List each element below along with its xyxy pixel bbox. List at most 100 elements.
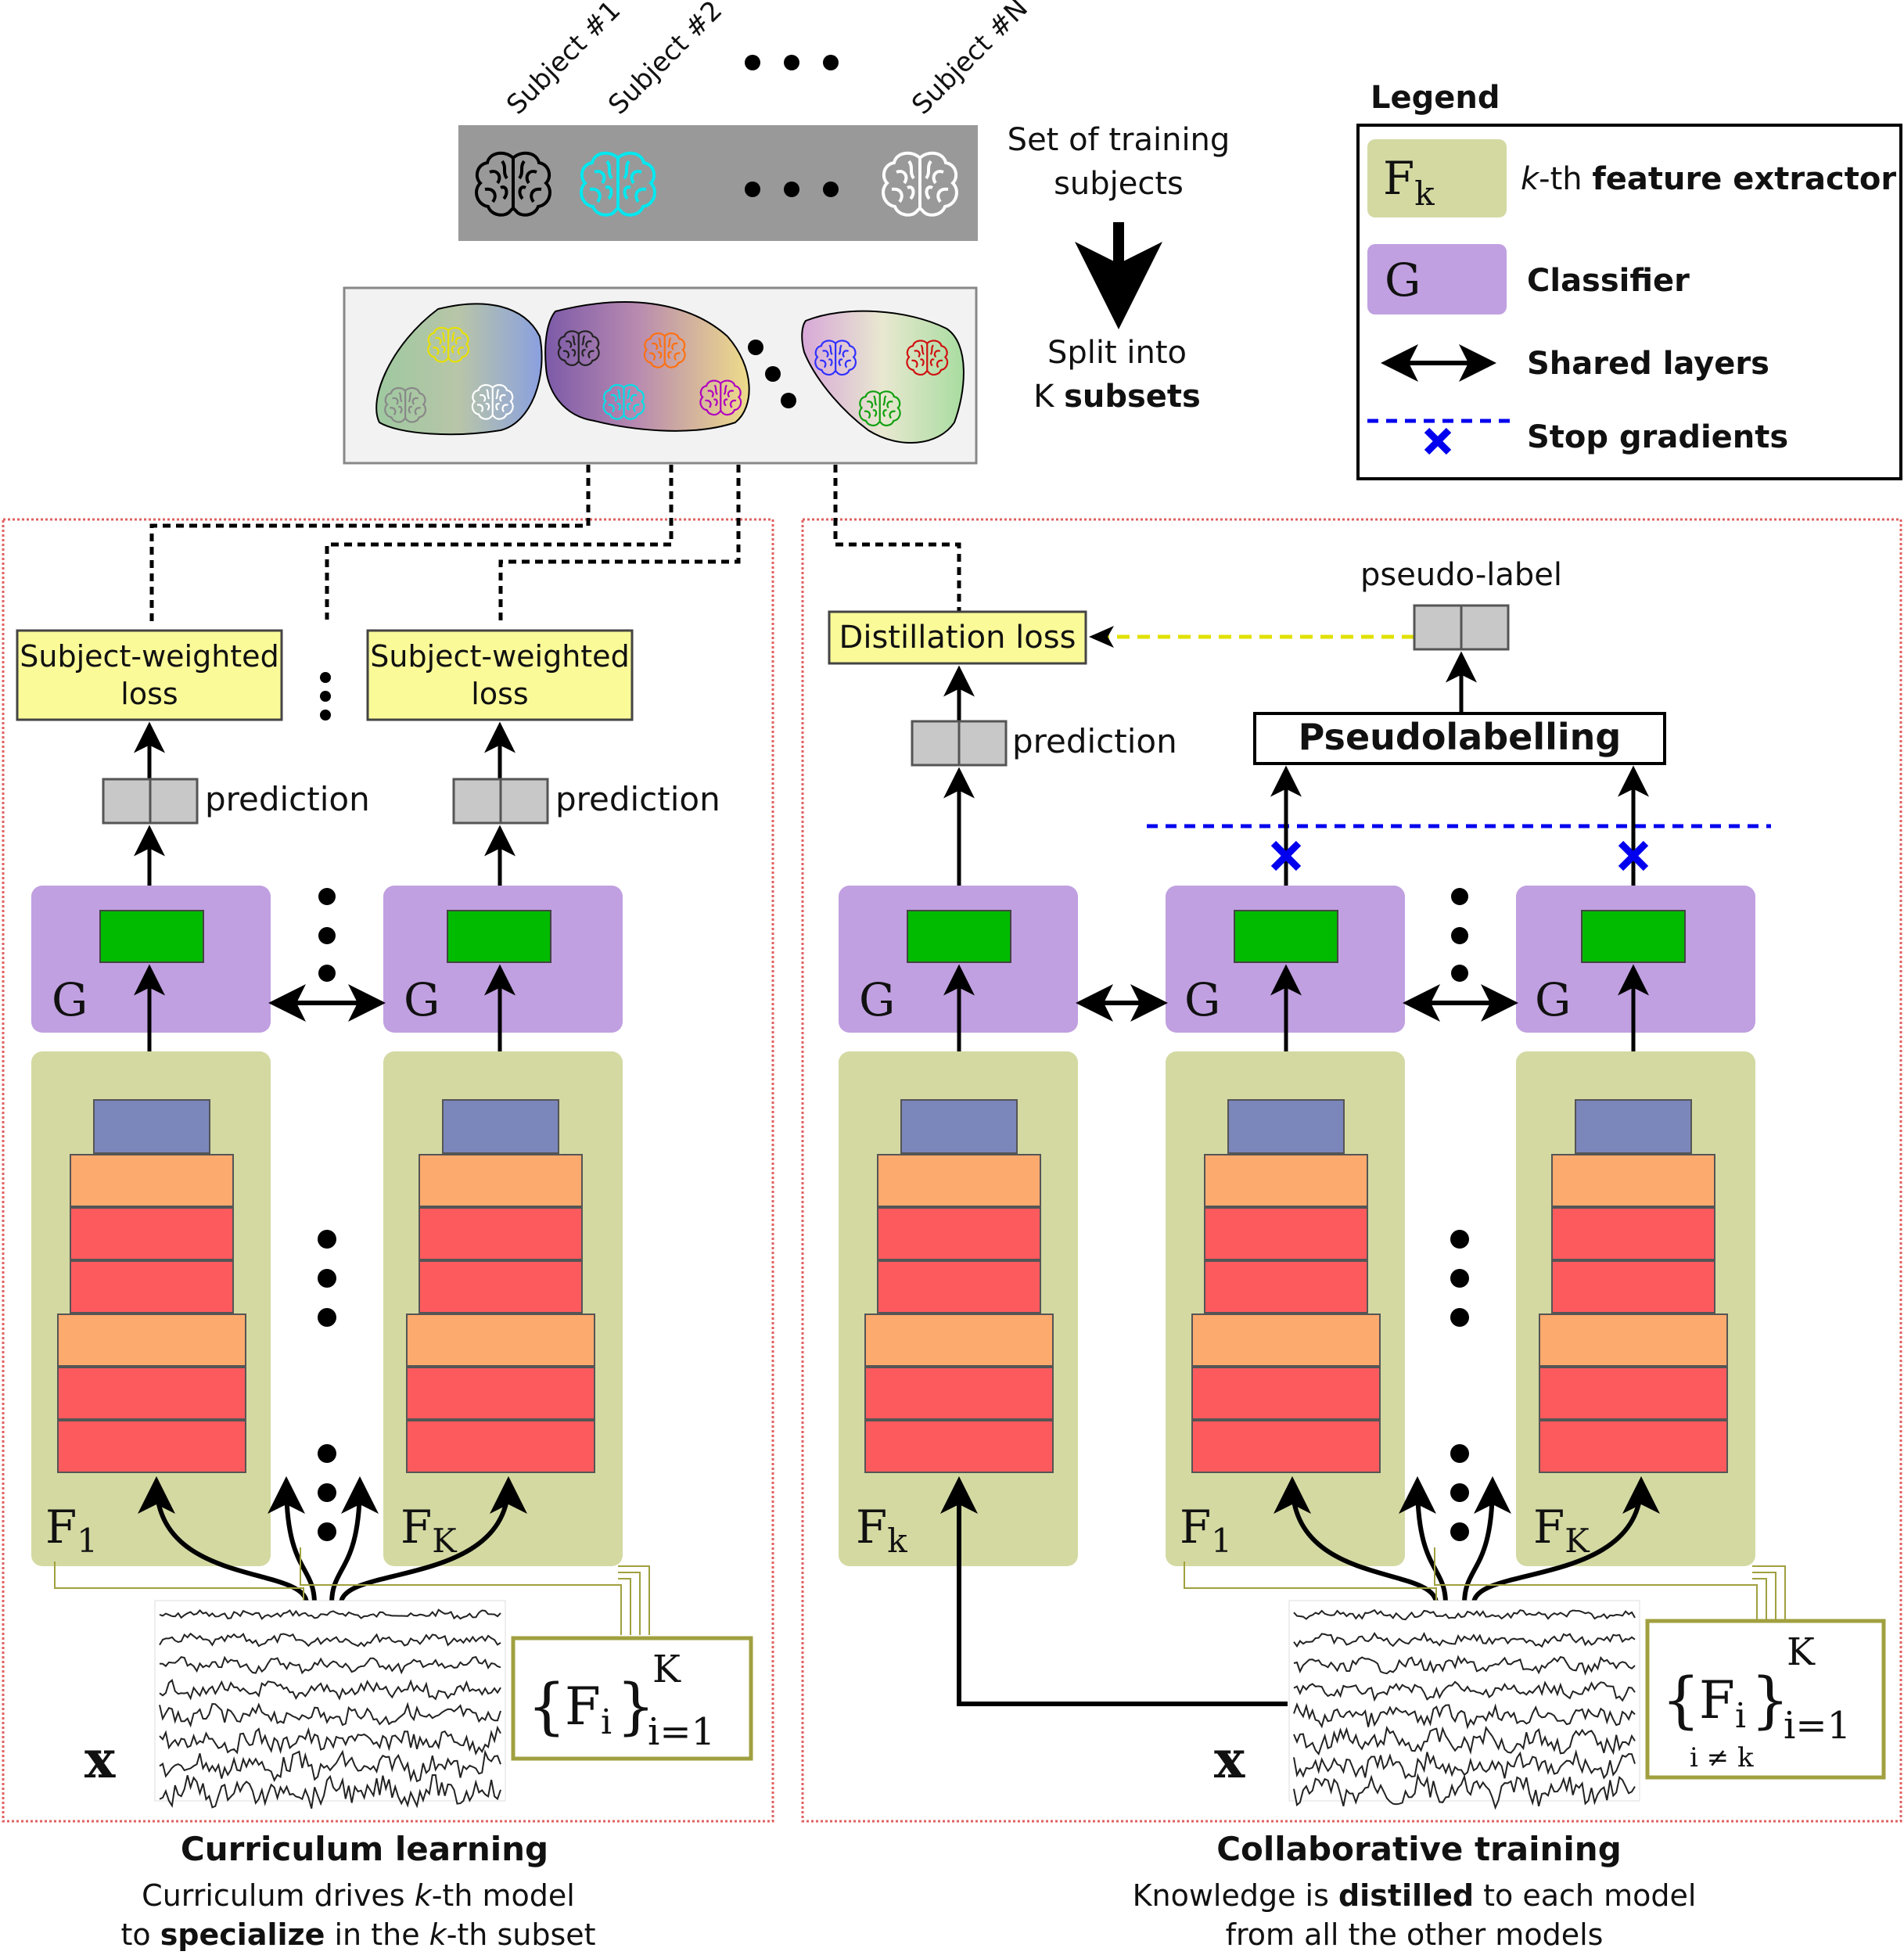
set-cond-right: i ≠ k [1690,1742,1754,1774]
eeg-trace [159,1749,501,1783]
legend-fk-swatch [1367,139,1507,217]
subject-weighted-loss-2-line1: Subject-weighted [370,639,629,674]
feature-fK-right-sub: K [1565,1522,1590,1560]
curriculum-panel: Subject-weighted loss Subject-weighted l… [2,465,774,1952]
ellipsis-classifier-dots-right [1451,888,1468,982]
classifier-g-2-symbol: G [404,973,440,1026]
split-line1: Split into [1047,335,1187,371]
eeg-trace [1293,1655,1636,1676]
eeg-trace [1293,1631,1636,1648]
set-range-right: i=1 [1784,1704,1851,1748]
eeg-trace [159,1702,501,1728]
set-i-left: i [601,1702,612,1742]
classifier-unit-1 [99,910,204,963]
curriculum-caption1-b: k [415,1878,433,1913]
feature-f1-right-symbol: F1 [1180,1500,1232,1560]
legend-fk-label: k-th feature extractor [1521,161,1896,197]
split-line2-bold: subsets [1064,379,1201,415]
prediction-block-2 [452,778,549,825]
layer-stack-fk-right [864,1099,1054,1473]
curriculum-caption2-a: to [120,1917,160,1952]
subject-n-label: Subject #N [906,0,1034,120]
set-K-left: K [652,1648,681,1691]
ellipsis-feature-dots [318,1230,336,1327]
subset-blob-2 [544,301,750,432]
subject-weighted-loss-2-line2: loss [471,677,528,711]
legend-stop-label: Stop gradients [1527,419,1788,455]
eeg-trace [159,1679,501,1701]
pseudolabelling-box [1253,712,1666,765]
ellipsis-feature-dots-right [1450,1230,1469,1327]
eeg-trace [159,1725,501,1756]
legend-fk-letter: F [1383,152,1414,205]
legend-fk-sub: k [1414,174,1435,213]
feature-fK-right-symbol: FK [1533,1500,1590,1560]
subset-blob-3 [801,310,965,444]
legend-g-label: Classifier [1527,263,1690,299]
ellipsis-classifier-dots [318,888,336,982]
ellipsis-subjects-dots [745,181,839,197]
input-arrow-fk [940,1476,1288,1706]
eeg-trace [159,1655,501,1675]
prediction-block-k [911,720,1008,767]
eeg-trace [159,1608,501,1620]
legend-fk-label-plain: -th [1539,161,1592,197]
ellipsis-subsets-dots [748,340,796,408]
collaborative-caption1-a: Knowledge is [1133,1878,1338,1913]
prediction-block-1 [102,778,199,825]
input-x-left: x [84,1729,116,1790]
eeg-input-right [1288,1600,1640,1802]
subject-weighted-loss-1-line2: loss [120,677,178,711]
feature-fK-symbol: FK [401,1500,458,1560]
pseudolabelling-label: Pseudolabelling [1299,716,1622,758]
collaborative-panel: Distillation loss pseudo-label Pseudolab… [801,465,1902,1952]
ensemble-set-left: { F i } K i=1 [527,1648,715,1754]
pseudo-label-block [1413,604,1510,651]
feature-f1-right-letter: F [1180,1500,1211,1554]
eeg-trace [159,1632,501,1648]
collaborative-caption1-b: distilled [1338,1878,1474,1913]
ensemble-lines-left [54,1547,650,1635]
legend-title: Legend [1371,80,1500,116]
classifier-g-rK-symbol: G [1535,973,1571,1026]
subject-weighted-loss-1-line1: Subject-weighted [20,639,278,674]
input-arrows-right [1274,1476,1660,1605]
eeg-trace [159,1774,501,1809]
distillation-loss-label: Distillation loss [839,620,1076,656]
training-subjects-box [458,125,978,241]
brace-open-left: { [527,1672,566,1742]
legend-fk-symbol: Fk [1383,152,1435,213]
set-F-right: F [1699,1670,1735,1730]
set-caption-line1: Set of training [1008,122,1230,158]
stop-gradient-x-icon [1424,427,1452,455]
set-range-left: i=1 [648,1710,715,1754]
ellipsis-top-dots [745,55,839,70]
feature-fk-right-symbol: Fk [856,1500,907,1560]
curriculum-panel-border [2,518,774,1823]
brace-close-right: } [1751,1666,1790,1736]
top-area: Subject #1 Subject #2 Subject #N Set of … [343,0,1230,465]
legend-fk-label-bold: feature extractor [1592,161,1896,197]
legend-g-symbol: G [1385,253,1421,307]
curriculum-caption2-b: specialize [160,1917,325,1952]
curriculum-caption1-c: -th model [432,1878,575,1913]
curriculum-caption2-e: -th subset [447,1917,596,1952]
feature-fk-right-letter: F [856,1500,887,1554]
classifier-g-1-symbol: G [52,973,88,1026]
eeg-traces-left [159,1608,501,1809]
feature-fK-letter: F [401,1500,432,1554]
ensemble-lines-right [1184,1547,1786,1623]
feature-f1-symbol: F1 [45,1500,98,1560]
set-caption-line2: subjects [1054,166,1184,202]
classifier-unit-rK [1581,910,1686,963]
legend-fk-label-italic: k [1521,161,1540,197]
eeg-trace [1293,1608,1636,1621]
collaborative-caption1-c: to each model [1474,1878,1696,1913]
collaborative-caption-line2: from all the other models [1226,1917,1604,1952]
feature-f1-sub: 1 [77,1522,98,1560]
split-line2-prefix: K [1033,379,1064,415]
ensemble-set-box-right [1645,1619,1886,1780]
subset-connector-3 [498,465,741,624]
legend-shared-label: Shared layers [1527,346,1769,382]
